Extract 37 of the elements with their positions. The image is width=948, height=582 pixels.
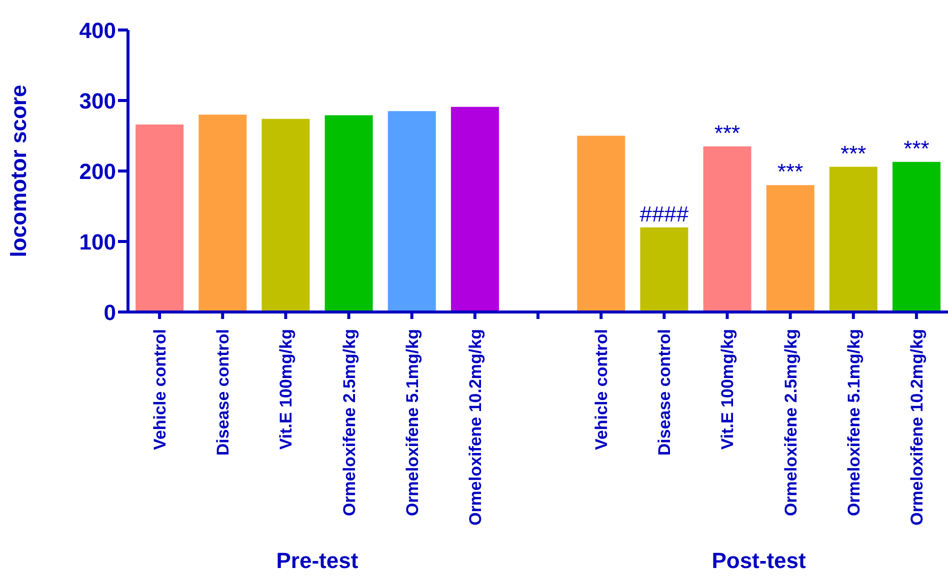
x-tick-label: Vit.E 100mg/kg	[718, 329, 738, 450]
x-tick-label: Ormeloxifene 2.5mg/kg	[781, 329, 800, 516]
x-tick-label: Ormeloxifene 10.2mg/kg	[907, 329, 926, 526]
data-label: ***	[714, 120, 741, 146]
y-axis-title: locomotor score	[6, 84, 31, 258]
y-tick-label: 200	[79, 158, 116, 184]
x-tick-label: Disease control	[214, 329, 233, 456]
x-tick-label: Disease control	[655, 329, 674, 456]
x-tick-label: Ormeloxifene 5.1mg/kg	[844, 329, 864, 516]
bar	[388, 111, 436, 312]
text: Post-test	[710, 548, 807, 574]
bar	[577, 136, 626, 312]
x-tick-label: Ormeloxifene 5.1mg/kg	[402, 329, 422, 516]
text: Pre-test	[275, 548, 360, 574]
bar	[136, 124, 184, 312]
x-tick-label: Vehicle control	[150, 329, 170, 450]
bar	[198, 114, 247, 312]
y-tick-label: 400	[79, 18, 116, 43]
y-tick-label: 300	[79, 88, 116, 114]
data-label: ####	[640, 201, 690, 226]
data-label: ***	[840, 140, 867, 166]
bar	[892, 162, 940, 312]
x-tick-label: Ormeloxifene 10.2mg/kg	[466, 329, 485, 526]
x-tick-label: Ormeloxifene 2.5mg/kg	[340, 329, 359, 516]
bar	[703, 146, 752, 312]
y-tick-label: 100	[79, 229, 116, 254]
bar	[829, 166, 878, 312]
bar	[640, 227, 688, 312]
bar	[450, 106, 499, 312]
bar	[262, 118, 310, 312]
data-label: ***	[777, 159, 804, 184]
bar	[766, 185, 814, 312]
x-tick-label: Vit.E 100mg/kg	[276, 329, 296, 450]
x-tick-label: Vehicle control	[592, 329, 612, 450]
y-tick-label: 0	[104, 300, 116, 325]
data-label: ***	[904, 136, 930, 161]
bar	[324, 115, 373, 312]
